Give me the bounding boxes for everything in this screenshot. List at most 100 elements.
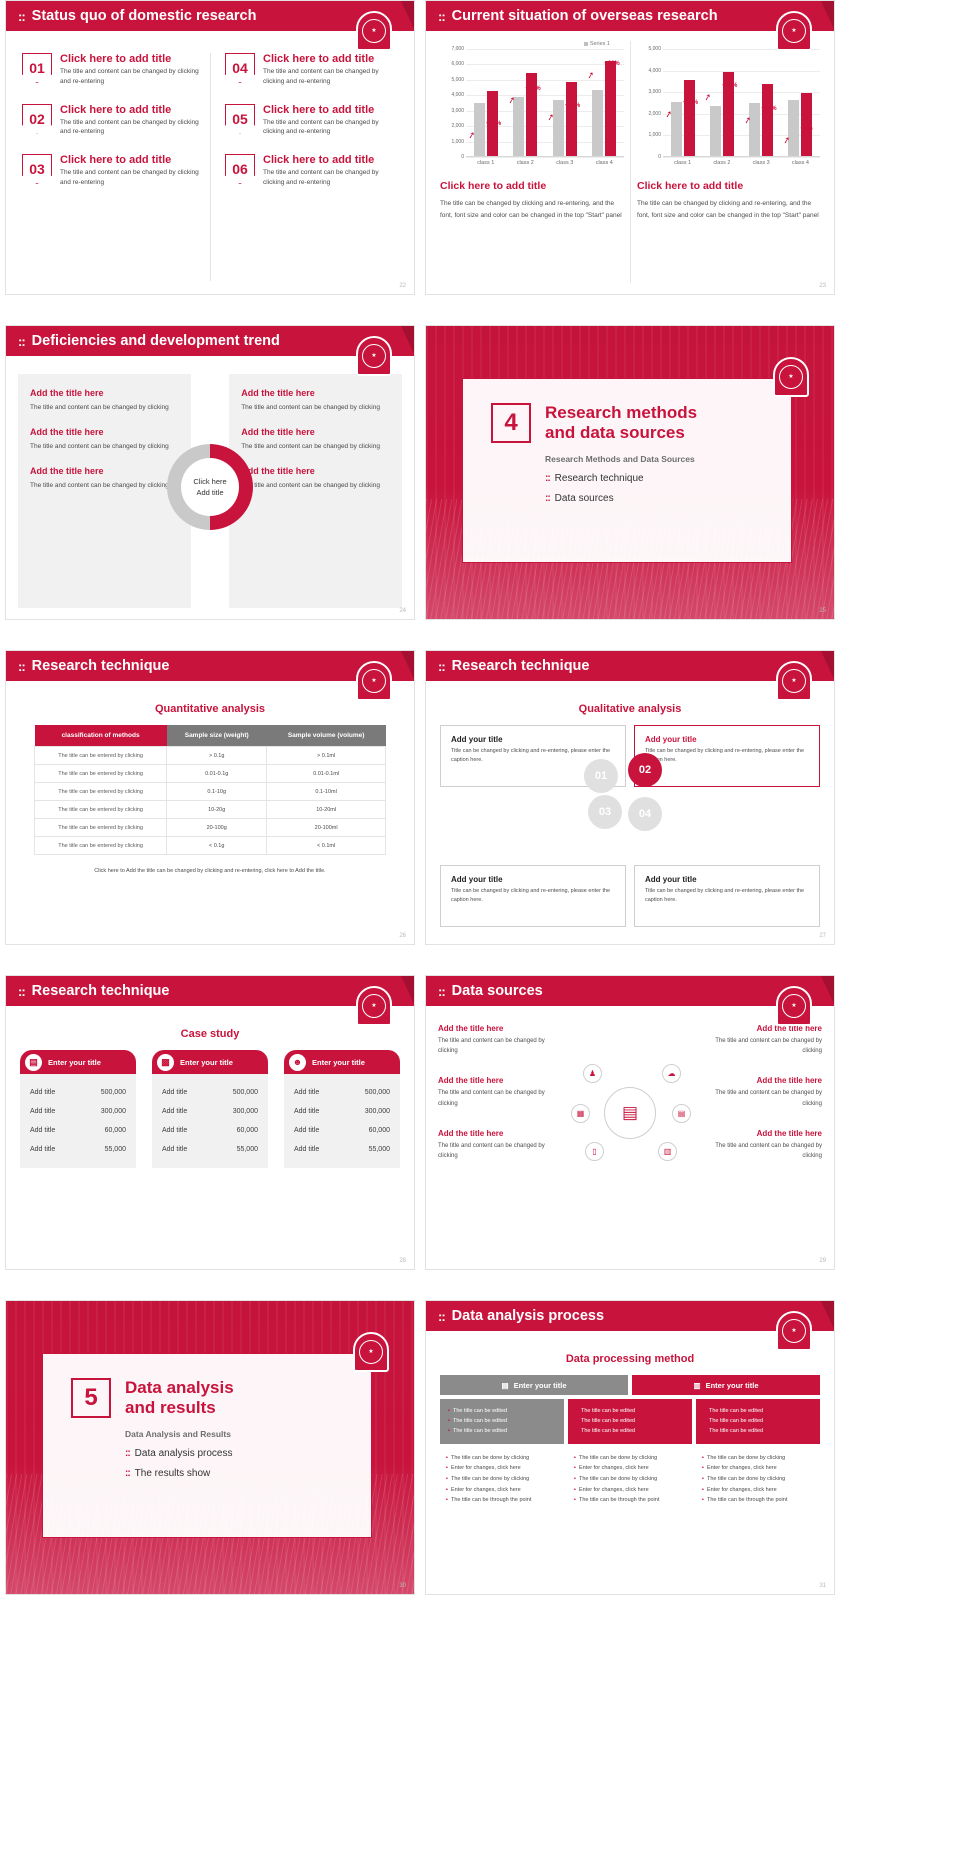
chat-icon[interactable]: ☁ bbox=[662, 1064, 681, 1083]
caption-title: Click here to add title bbox=[637, 180, 744, 192]
process-list-item: ▪ The title can be done by clicking bbox=[574, 1454, 658, 1461]
case-row: Add title 55,000 bbox=[294, 1140, 390, 1159]
news-icon[interactable]: ▤ bbox=[672, 1104, 691, 1123]
process-tab-1[interactable]: ▤ Enter your title bbox=[440, 1375, 628, 1395]
case-card[interactable]: ☻ Enter your title Add title 500,000 Add tit… bbox=[284, 1050, 400, 1168]
process-tab-2[interactable]: ▥ Enter your title bbox=[632, 1375, 820, 1395]
item-number: 01 bbox=[22, 53, 52, 83]
section-subhead: Qualitative analysis bbox=[578, 703, 682, 715]
qualitative-card[interactable]: Add your title Title can be changed by c… bbox=[440, 865, 626, 927]
item-number: 06 bbox=[225, 154, 255, 184]
case-row: Add title 300,000 bbox=[294, 1102, 390, 1121]
bar-group: +34% ➚ bbox=[742, 83, 781, 156]
slide-section-research-methods: ★ 4 Research methods and data sources Re… bbox=[425, 325, 835, 620]
list-item[interactable]: 01 Click here to add title The title and … bbox=[22, 53, 200, 87]
table-header-row: classification of methods Sample size (w… bbox=[34, 725, 386, 747]
step-bubble-04[interactable]: 04 bbox=[628, 797, 662, 831]
slide-title-bar: :: Status quo of domestic research bbox=[6, 1, 414, 31]
item-title: Click here to add title bbox=[60, 53, 172, 65]
block-body: The title and content can be changed by … bbox=[30, 482, 169, 490]
item-body: The title and content can be changed by … bbox=[263, 68, 379, 85]
page-number: 26 bbox=[399, 933, 406, 939]
table-cell: 10-20ml bbox=[266, 800, 386, 819]
source-item[interactable]: Add the title here The title and content … bbox=[714, 1024, 822, 1056]
qualitative-card[interactable]: Add your title Title can be changed by c… bbox=[440, 725, 626, 787]
gridline bbox=[663, 49, 820, 50]
table-cell: 0.1-10g bbox=[166, 782, 268, 801]
tab-label: Enter your title bbox=[513, 1380, 567, 1390]
process-list: ▪ The title can be done by clicking ▪ Enter… bbox=[568, 1444, 692, 1507]
list-item[interactable]: 04 Click here to add title The title and … bbox=[225, 53, 398, 87]
step-bubble-03[interactable]: 03 bbox=[588, 795, 622, 829]
list-item[interactable]: 05 Click here to add title The title and … bbox=[225, 103, 398, 138]
bar bbox=[513, 97, 525, 156]
section-bullet[interactable]: :: Research technique bbox=[545, 472, 644, 484]
column-header: Sample volume (volume) bbox=[266, 725, 386, 747]
x-axis-tick: class 3 bbox=[752, 160, 770, 166]
growth-arrow-icon: ➚ bbox=[585, 69, 596, 82]
slide-title-bar: :: Research technique bbox=[6, 976, 414, 1006]
source-item[interactable]: Add the title here The title and content … bbox=[438, 1129, 546, 1161]
section-bullet[interactable]: :: Data analysis process bbox=[125, 1447, 233, 1459]
step-bubble-02[interactable]: 02 bbox=[628, 753, 662, 787]
building-icon[interactable]: ▥ bbox=[658, 1142, 677, 1161]
row-value: 300,000 bbox=[232, 1108, 258, 1115]
item-number: 04 bbox=[225, 53, 255, 83]
case-row: Add title 500,000 bbox=[30, 1083, 126, 1102]
table-cell: 20-100g bbox=[166, 818, 268, 837]
growth-label: +18% bbox=[525, 85, 541, 92]
item-body: The title and content can be changed by … bbox=[60, 169, 199, 186]
row-value: 60,000 bbox=[236, 1127, 258, 1134]
slide-status-quo-domestic: :: Status quo of domestic research ★ 01 … bbox=[5, 0, 415, 295]
process-box-line: ▪ The title can be edited bbox=[576, 1428, 636, 1435]
slide-title: Data sources bbox=[451, 983, 543, 999]
people-icon[interactable]: ♟ bbox=[583, 1064, 602, 1083]
gridline bbox=[663, 157, 820, 158]
list-item[interactable]: 03 Click here to add title The title and … bbox=[22, 154, 200, 188]
process-box: ▪ The title can be edited ▪ The title can b… bbox=[440, 1399, 564, 1444]
table-cell: The title can be entered by clicking bbox=[33, 800, 168, 819]
row-label: Add title bbox=[294, 1108, 320, 1115]
university-seal-icon: ★ bbox=[776, 661, 812, 701]
row-value: 55,000 bbox=[104, 1146, 126, 1153]
table-caption: Click here to Add the title can be chang… bbox=[94, 868, 326, 874]
university-seal-icon: ★ bbox=[776, 11, 812, 51]
source-item[interactable]: Add the title here The title and content … bbox=[438, 1076, 546, 1108]
table-cell: The title can be entered by clicking bbox=[33, 818, 168, 837]
case-header: ▩ Enter your title bbox=[152, 1050, 268, 1074]
table-cell: < 0.1ml bbox=[266, 836, 386, 855]
list-item[interactable]: 02 Click here to add title The title and … bbox=[22, 103, 200, 138]
growth-label: +25% bbox=[682, 99, 699, 106]
card-body: Title can be changed by clicking and re-… bbox=[645, 748, 805, 764]
dots-icon: :: bbox=[18, 8, 26, 24]
source-item[interactable]: Add the title here The title and content … bbox=[714, 1129, 822, 1161]
growth-arrow-icon: ➚ bbox=[506, 94, 517, 106]
source-item[interactable]: Add the title here The title and content … bbox=[438, 1024, 546, 1056]
bar bbox=[788, 99, 800, 156]
database-icon: ▤ bbox=[501, 1380, 509, 1390]
process-column: ▪ The title can be edited ▪ The title can b… bbox=[568, 1399, 692, 1506]
database-icon: ▤ bbox=[604, 1087, 656, 1139]
cycle-diagram: Click here Add title bbox=[167, 444, 253, 530]
case-card[interactable]: ▩ Enter your title Add title 500,000 Add tit… bbox=[152, 1050, 268, 1168]
section-bullet[interactable]: :: Data sources bbox=[545, 492, 614, 504]
row-label: Add title bbox=[30, 1108, 56, 1115]
card-body: Title can be changed by clicking and re-… bbox=[451, 888, 611, 904]
x-axis-tick: class 1 bbox=[477, 160, 495, 166]
chart-icon[interactable]: ▦ bbox=[571, 1104, 590, 1123]
list-item[interactable]: 06 Click here to add title The title and … bbox=[225, 154, 398, 188]
case-card[interactable]: ▤ Enter your title Add title 500,000 Add tit… bbox=[20, 1050, 136, 1168]
section-subtitle: Data Analysis and Results bbox=[125, 1428, 231, 1439]
step-bubble-01[interactable]: 01 bbox=[584, 759, 618, 793]
qualitative-card[interactable]: Add your title Title can be changed by c… bbox=[634, 865, 820, 927]
section-heading: Data analysis and results bbox=[125, 1378, 234, 1418]
source-item[interactable]: Add the title here The title and content … bbox=[714, 1076, 822, 1108]
page-number: 29 bbox=[819, 1258, 826, 1264]
mobile-icon[interactable]: ▯ bbox=[585, 1142, 604, 1161]
block-body: The title and content can be changed by … bbox=[241, 404, 380, 411]
case-row: Add title 500,000 bbox=[294, 1083, 390, 1102]
item-title: Add the title here bbox=[438, 1024, 504, 1033]
gridline bbox=[663, 113, 820, 115]
section-bullet[interactable]: :: The results show bbox=[125, 1467, 211, 1479]
